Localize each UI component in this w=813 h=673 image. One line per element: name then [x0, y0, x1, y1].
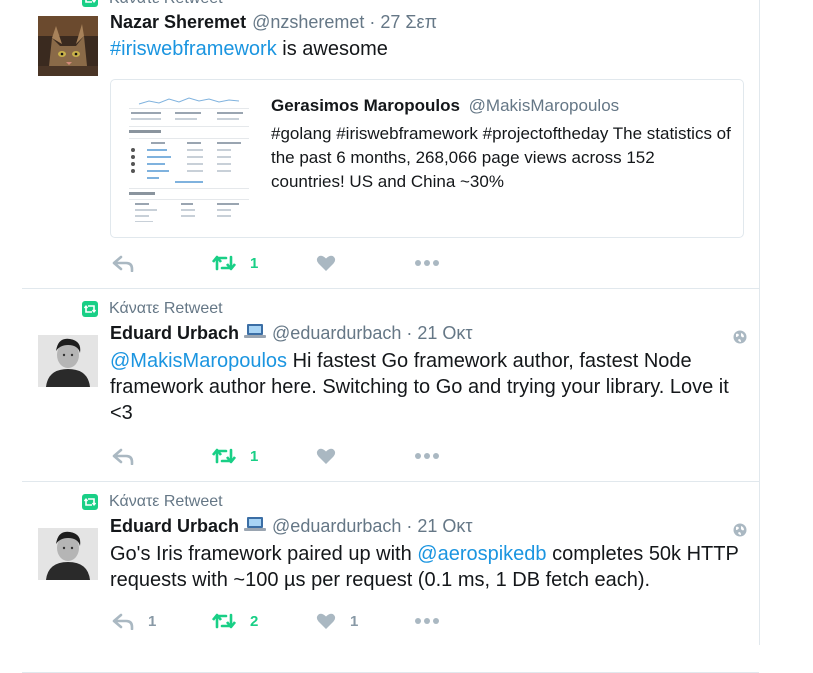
tweet-text-pre: Go's Iris framework paired up with — [110, 543, 418, 565]
timestamp[interactable]: 27 Σεπ — [380, 12, 437, 32]
laptop-icon — [244, 516, 267, 537]
like-button[interactable] — [316, 447, 336, 465]
retweet-context-icon — [82, 494, 98, 510]
reply-icon — [112, 613, 134, 630]
avatar[interactable] — [38, 16, 98, 76]
retweet-icon — [212, 613, 236, 629]
timestamp[interactable]: 21 Οκτ — [417, 516, 473, 536]
heart-icon — [316, 448, 336, 464]
tweet-header: Eduard Urbach @eduardurbach · 21 Οκτ — [110, 323, 473, 344]
retweet-context: Κάνατε Retweet — [82, 0, 223, 8]
tweet-text: @MakisMaropoulos Hi fastest Go framework… — [110, 348, 746, 426]
like-count: 1 — [350, 612, 359, 630]
retweet-context-label: Κάνατε Retweet — [109, 0, 223, 8]
retweet-context: Κάνατε Retweet — [82, 493, 223, 511]
more-button[interactable] — [414, 254, 440, 272]
more-button[interactable] — [414, 612, 440, 630]
quoted-author-name[interactable]: Gerasimos Maropoulos — [271, 96, 460, 115]
quoted-tweet-header: Gerasimos Maropoulos @MakisMaropoulos — [271, 96, 619, 116]
retweet-count: 1 — [250, 447, 259, 465]
tweet-header: Nazar Sheremet @nzsheremet · 27 Σεπ — [110, 12, 437, 33]
quoted-tweet-image[interactable] — [125, 94, 253, 222]
globe-icon — [733, 330, 747, 344]
quoted-tweet-text: #golang #iriswebframework #projectofthed… — [271, 124, 731, 191]
retweet-context-icon — [82, 301, 98, 317]
tweet-text: Go's Iris framework paired up with @aero… — [110, 541, 746, 593]
retweet-context-label: Κάνατε Retweet — [109, 300, 223, 317]
retweet-count: 1 — [250, 254, 259, 272]
retweet-context: Κάνατε Retweet — [82, 300, 223, 318]
tweet-header: Eduard Urbach @eduardurbach · 21 Οκτ — [110, 516, 473, 537]
separator: · — [369, 12, 376, 32]
like-button[interactable]: 1 — [316, 612, 358, 630]
more-button[interactable] — [414, 447, 440, 465]
retweet-button[interactable]: 1 — [212, 254, 258, 272]
heart-icon — [316, 613, 336, 629]
tweet-text: #iriswebframework is awesome — [110, 36, 746, 62]
quoted-author-handle[interactable]: @MakisMaropoulos — [468, 96, 620, 115]
quoted-tweet-card[interactable]: Gerasimos Maropoulos @MakisMaropoulos #g… — [110, 79, 744, 238]
tweet[interactable]: Κάνατε Retweet Nazar Sheremet @nzshereme… — [22, 0, 759, 289]
retweet-context-icon — [82, 0, 98, 7]
avatar[interactable] — [38, 327, 98, 387]
retweet-button[interactable]: 2 — [212, 612, 258, 630]
reply-button[interactable]: 1 — [112, 612, 156, 630]
author-name[interactable]: Eduard Urbach — [110, 323, 240, 343]
timeline-stream: Κάνατε Retweet Nazar Sheremet @nzshereme… — [22, 0, 760, 673]
reply-icon — [112, 448, 134, 465]
timestamp[interactable]: 21 Οκτ — [417, 323, 473, 343]
reply-count: 1 — [148, 612, 157, 630]
laptop-icon — [244, 323, 267, 344]
reply-button[interactable] — [112, 447, 134, 465]
retweet-icon — [212, 448, 236, 464]
avatar[interactable] — [38, 520, 98, 580]
globe-icon — [733, 523, 747, 537]
author-handle[interactable]: @eduardurbach — [272, 516, 402, 536]
tweet-text-body: is awesome — [276, 38, 388, 60]
author-name[interactable]: Eduard Urbach — [110, 516, 240, 536]
tweet[interactable]: Κάνατε Retweet Eduard Urbach @eduardurba… — [22, 482, 759, 673]
author-name[interactable]: Nazar Sheremet — [110, 12, 247, 32]
separator: · — [406, 516, 413, 536]
like-button[interactable] — [316, 254, 336, 272]
author-handle[interactable]: @eduardurbach — [272, 323, 402, 343]
mention-link[interactable]: @aerospikedb — [417, 543, 547, 565]
retweet-button[interactable]: 1 — [212, 447, 258, 465]
more-icon — [415, 453, 439, 459]
retweet-context-label: Κάνατε Retweet — [109, 493, 223, 510]
author-handle[interactable]: @nzsheremet — [252, 12, 365, 32]
tweet[interactable]: Κάνατε Retweet Eduard Urbach @eduardurba… — [22, 289, 759, 482]
tweet-text-body: completes 50k HTTP requests with ~100 µs… — [110, 543, 739, 591]
reply-button[interactable] — [112, 254, 134, 272]
separator: · — [406, 323, 413, 343]
tweet-text-body: Hi fastest Go framework author, fastest … — [110, 350, 729, 424]
retweet-icon — [212, 255, 236, 271]
mention-link[interactable]: @MakisMaropoulos — [110, 350, 288, 372]
more-icon — [415, 618, 439, 624]
retweet-count: 2 — [250, 612, 259, 630]
hashtag-link[interactable]: #iriswebframework — [110, 38, 277, 60]
more-icon — [415, 260, 439, 266]
heart-icon — [316, 255, 336, 271]
reply-icon — [112, 255, 134, 272]
